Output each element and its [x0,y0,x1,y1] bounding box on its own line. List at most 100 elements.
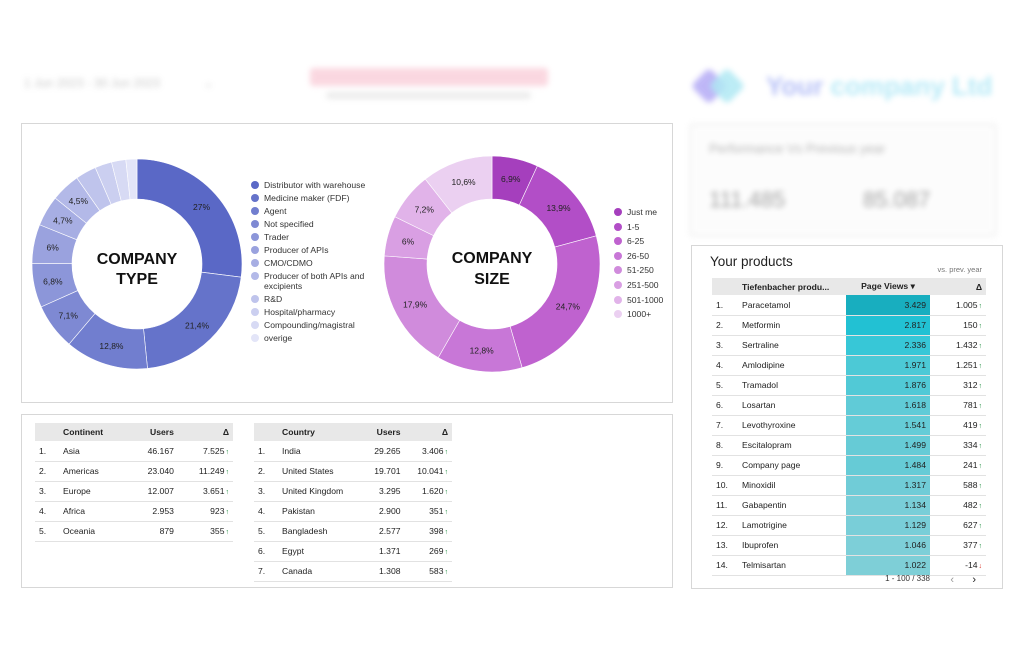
legend-swatch [251,181,259,189]
slice-label: 27% [193,202,210,212]
row-page-views: 1.134 [846,495,930,516]
row-index: 3. [254,481,278,502]
legend-item[interactable]: 1-5 [614,222,674,232]
col-header-users[interactable]: Users [362,423,405,441]
legend-item[interactable]: R&D [251,294,386,304]
arrow-up-icon: ↑ [978,363,983,370]
legend-item[interactable]: 251-500 [614,280,674,290]
legend-item[interactable]: Medicine maker (FDF) [251,193,386,203]
legend-label: 501-1000 [627,294,664,305]
products-table: Tiefenbacher produ... Page Views ▾ Δ 1. P… [712,278,986,576]
slice-label: 7,2% [415,204,435,214]
legend-item[interactable]: Compounding/magistral [251,320,386,330]
row-name: India [278,441,363,462]
table-row[interactable]: 5. Tramadol 1.876 312↑ [712,375,986,396]
legend-label: 1000+ [627,309,652,320]
row-product-name: Metformin [738,315,846,336]
legend-item[interactable]: Just me [614,207,674,217]
legend-item[interactable]: Producer of both APIs and excipients [251,271,386,291]
table-row[interactable]: 4. Amlodipine 1.971 1.251↑ [712,355,986,376]
table-row[interactable]: 10. Minoxidil 1.317 588↑ [712,475,986,496]
table-row[interactable]: 14. Telmisartan 1.022 -14↓ [712,555,986,576]
legend-label: Hospital/pharmacy [264,307,336,317]
col-header-country[interactable]: Country [278,423,363,441]
legend-item[interactable]: Producer of APIs [251,245,386,255]
table-row[interactable]: 9. Company page 1.484 241↑ [712,455,986,476]
legend-swatch [614,280,622,289]
row-index: 7. [254,561,278,582]
legend-item[interactable]: overige [251,333,386,343]
row-product-name: Levothyroxine [738,415,846,436]
legend-swatch [614,222,622,231]
legend-item[interactable]: 26-50 [614,251,674,261]
donut-slice[interactable] [424,155,493,214]
table-row[interactable]: 6. Egypt 1.371 269↑ [254,541,452,562]
legend-item[interactable]: 6-25 [614,236,674,246]
row-page-views: 2.336 [846,335,930,356]
table-row[interactable]: 3. Sertraline 2.336 1.432↑ [712,335,986,356]
table-row[interactable]: 8. Escitalopram 1.499 334↑ [712,435,986,456]
legend-item[interactable]: 51-250 [614,265,674,275]
legend-item[interactable]: Not specified [251,219,386,229]
table-row[interactable]: 4. Pakistan 2.900 351↑ [254,501,452,522]
table-row[interactable]: 13. Ibuprofen 1.046 377↑ [712,535,986,556]
slice-label: 4,7% [53,215,73,225]
row-users: 1.308 [362,561,405,582]
table-row[interactable]: 5. Oceania 879 355↑ [35,521,233,542]
table-header-row: Continent Users Δ [35,423,233,441]
table-row[interactable]: 2. Metformin 2.817 150↑ [712,315,986,336]
table-row[interactable]: 12. Lamotrigine 1.129 627↑ [712,515,986,536]
col-header-page-views[interactable]: Page Views ▾ [846,278,930,295]
row-delta: 1.251 [955,360,978,370]
country-table: Country Users Δ 1. India 29.265 3.406↑ 2. Uni… [254,423,452,582]
table-row[interactable]: 11. Gabapentin 1.134 482↑ [712,495,986,516]
row-name: United Kingdom [278,481,363,502]
products-subtitle: vs. prev. year [937,265,982,274]
legend-item[interactable]: 1000+ [614,309,674,319]
row-page-views: 2.817 [846,315,930,336]
company-size-label-line2: SIZE [474,271,510,288]
prev-page-button[interactable]: ‹ [950,574,954,586]
col-header-product[interactable]: Tiefenbacher produ... [738,278,846,295]
legend-swatch [251,272,259,280]
legend-item[interactable]: CMO/CDMO [251,258,386,268]
table-row[interactable]: 1. Paracetamol 3.429 1.005↑ [712,295,986,316]
table-row[interactable]: 5. Bangladesh 2.577 398↑ [254,521,452,542]
row-page-views: 1.484 [846,455,930,476]
col-header-delta[interactable]: Δ [930,278,986,295]
table-row[interactable]: 7. Canada 1.308 583↑ [254,561,452,582]
date-range-selector[interactable]: 1 Jun 2023 - 30 Jun 2023 ⌄ [24,76,214,90]
legend-swatch [251,259,259,267]
row-page-views: 1.541 [846,415,930,436]
col-header-continent[interactable]: Continent [59,423,129,441]
table-row[interactable]: 7. Levothyroxine 1.541 419↑ [712,415,986,436]
table-row[interactable]: 2. Americas 23.040 11.249↑ [35,461,233,482]
legend-item[interactable]: Trader [251,232,386,242]
legend-item[interactable]: Hospital/pharmacy [251,307,386,317]
row-index: 1. [254,441,278,462]
donut-slice[interactable] [125,158,138,200]
table-row[interactable]: 3. United Kingdom 3.295 1.620↑ [254,481,452,502]
row-page-views: 1.046 [846,535,930,556]
table-row[interactable]: 3. Europe 12.007 3.651↑ [35,481,233,502]
row-page-views: 1.876 [846,375,930,396]
legend-item[interactable]: Agent [251,206,386,216]
legend-item[interactable]: 501-1000 [614,295,674,305]
next-page-button[interactable]: › [972,574,976,586]
table-row[interactable]: 2. United States 19.701 10.041↑ [254,461,452,482]
table-row[interactable]: 1. India 29.265 3.406↑ [254,441,452,462]
arrow-up-icon: ↑ [978,343,983,350]
col-header-delta[interactable]: Δ [177,423,233,441]
row-index: 4. [254,501,278,522]
slice-label: 6,8% [43,277,63,287]
row-index: 1. [712,295,738,316]
row-users: 23.040 [128,461,178,482]
table-row[interactable]: 1. Asia 46.167 7.525↑ [35,441,233,462]
legend-item[interactable]: Distributor with warehouse [251,180,386,190]
col-header-users[interactable]: Users [128,423,178,441]
row-index: 10. [712,475,738,496]
table-row[interactable]: 4. Africa 2.953 923↑ [35,501,233,522]
col-header-delta[interactable]: Δ [404,423,452,441]
table-row[interactable]: 6. Losartan 1.618 781↑ [712,395,986,416]
header-note [326,92,531,99]
